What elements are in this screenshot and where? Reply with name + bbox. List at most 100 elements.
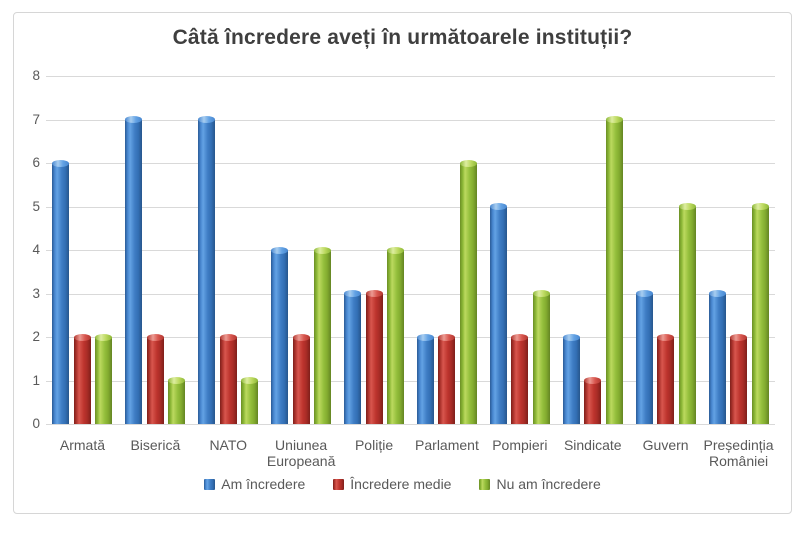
y-axis-tick-label: 7 [32,111,40,127]
gridline [46,206,775,208]
bar-top-cap [365,290,383,297]
bar [584,377,602,424]
bar-top-cap [489,203,507,210]
bar-top-cap [95,333,113,341]
bar [678,203,696,424]
y-axis-tick-label: 3 [32,285,40,301]
bar-top-cap [241,377,259,384]
x-axis-category-label: Armată [59,437,105,453]
bar-top-cap [708,290,726,297]
bar [657,333,675,424]
y-axis-tick-label: 4 [32,242,40,257]
bar [241,377,259,424]
legend-item-label: Încredere medie [350,476,452,492]
x-axis-category-label: Poliție [354,437,394,453]
bar-top-cap [73,333,91,341]
gridline [46,293,775,295]
y-axis-tick-label: 0 [32,416,40,431]
y-axis-tick-label: 6 [32,155,40,170]
bar-top-cap [657,333,675,341]
x-axis-category-label: Guvern [642,437,689,453]
y-axis-tick-label: 2 [32,329,40,344]
gridline [46,424,775,425]
bar-top-cap [459,159,477,167]
bar-top-cap [292,333,310,341]
bar [125,116,143,424]
bar-top-cap [344,290,362,297]
bar-top-cap [584,377,602,384]
x-axis-category-label: Uniunea Europeană [266,437,336,469]
x-axis-category-label: NATO [209,437,248,453]
bar-top-cap [314,246,332,254]
gridline [46,76,775,77]
bar [292,333,310,424]
gridline [46,119,775,121]
chart-frame: Câtă încredere aveți în următoarele inst… [13,12,792,514]
bar [416,333,434,424]
legend-color-swatch [204,478,216,490]
bar [562,333,580,424]
bar [730,333,748,424]
bar-top-cap [730,333,748,341]
legend-color-swatch [333,478,345,490]
bar [146,333,164,424]
bar [52,159,70,424]
bar [459,159,477,424]
bar-top-cap [52,159,70,167]
bar-top-cap [125,116,143,123]
bar [95,333,113,424]
legend-color-swatch [479,478,491,490]
bar [489,203,507,424]
bar-top-cap [198,116,216,123]
bar-top-cap [751,203,769,210]
legend-item-label: Am încredere [221,476,306,492]
legend-item: Încredere medie [333,476,451,492]
bar-top-cap [635,290,653,297]
bar [635,290,653,424]
bar-top-cap [271,246,289,254]
bar [219,333,237,424]
bar-top-cap [168,377,186,384]
bar [708,290,726,424]
y-axis-tick-label: 5 [32,198,40,214]
bar [365,290,383,424]
bar [605,116,623,424]
bar [168,377,186,424]
gridline [46,380,775,382]
bar [387,246,405,424]
bar [344,290,362,424]
bar-top-cap [416,333,434,341]
y-axis-tick-label: 1 [32,372,40,388]
bar [438,333,456,424]
bar [198,116,216,424]
bar-top-cap [511,333,529,341]
x-axis-category-label: Biserică [130,437,181,453]
y-axis-tick-label: 8 [32,68,40,83]
x-axis-category-label: Sindicate [563,437,622,453]
legend-item: Nu am încredere [479,476,601,492]
bar-top-cap [438,333,456,341]
x-axis-category-label: Pompieri [492,437,548,453]
bar [751,203,769,424]
chart-title: Câtă încredere aveți în următoarele inst… [172,26,633,49]
bar [73,333,91,424]
bar-top-cap [219,333,237,341]
bar-top-cap [532,290,550,297]
legend-item-label: Nu am încredere [496,476,601,492]
bar [532,290,550,424]
bar-top-cap [562,333,580,341]
x-axis-category-label: Parlament [415,437,479,453]
gridline [46,163,775,164]
bar [511,333,529,424]
bar [271,246,289,424]
bar [314,246,332,424]
bar-top-cap [387,246,405,254]
x-axis-category-label: Președinția României [703,437,774,469]
gridline [46,250,775,251]
legend: Am încredere Încredere medie Nu am încrede… [14,476,791,492]
bar-top-cap [146,333,164,341]
legend-item: Am încredere [204,476,305,492]
bar-top-cap [605,116,623,123]
bar-top-cap [678,203,696,210]
